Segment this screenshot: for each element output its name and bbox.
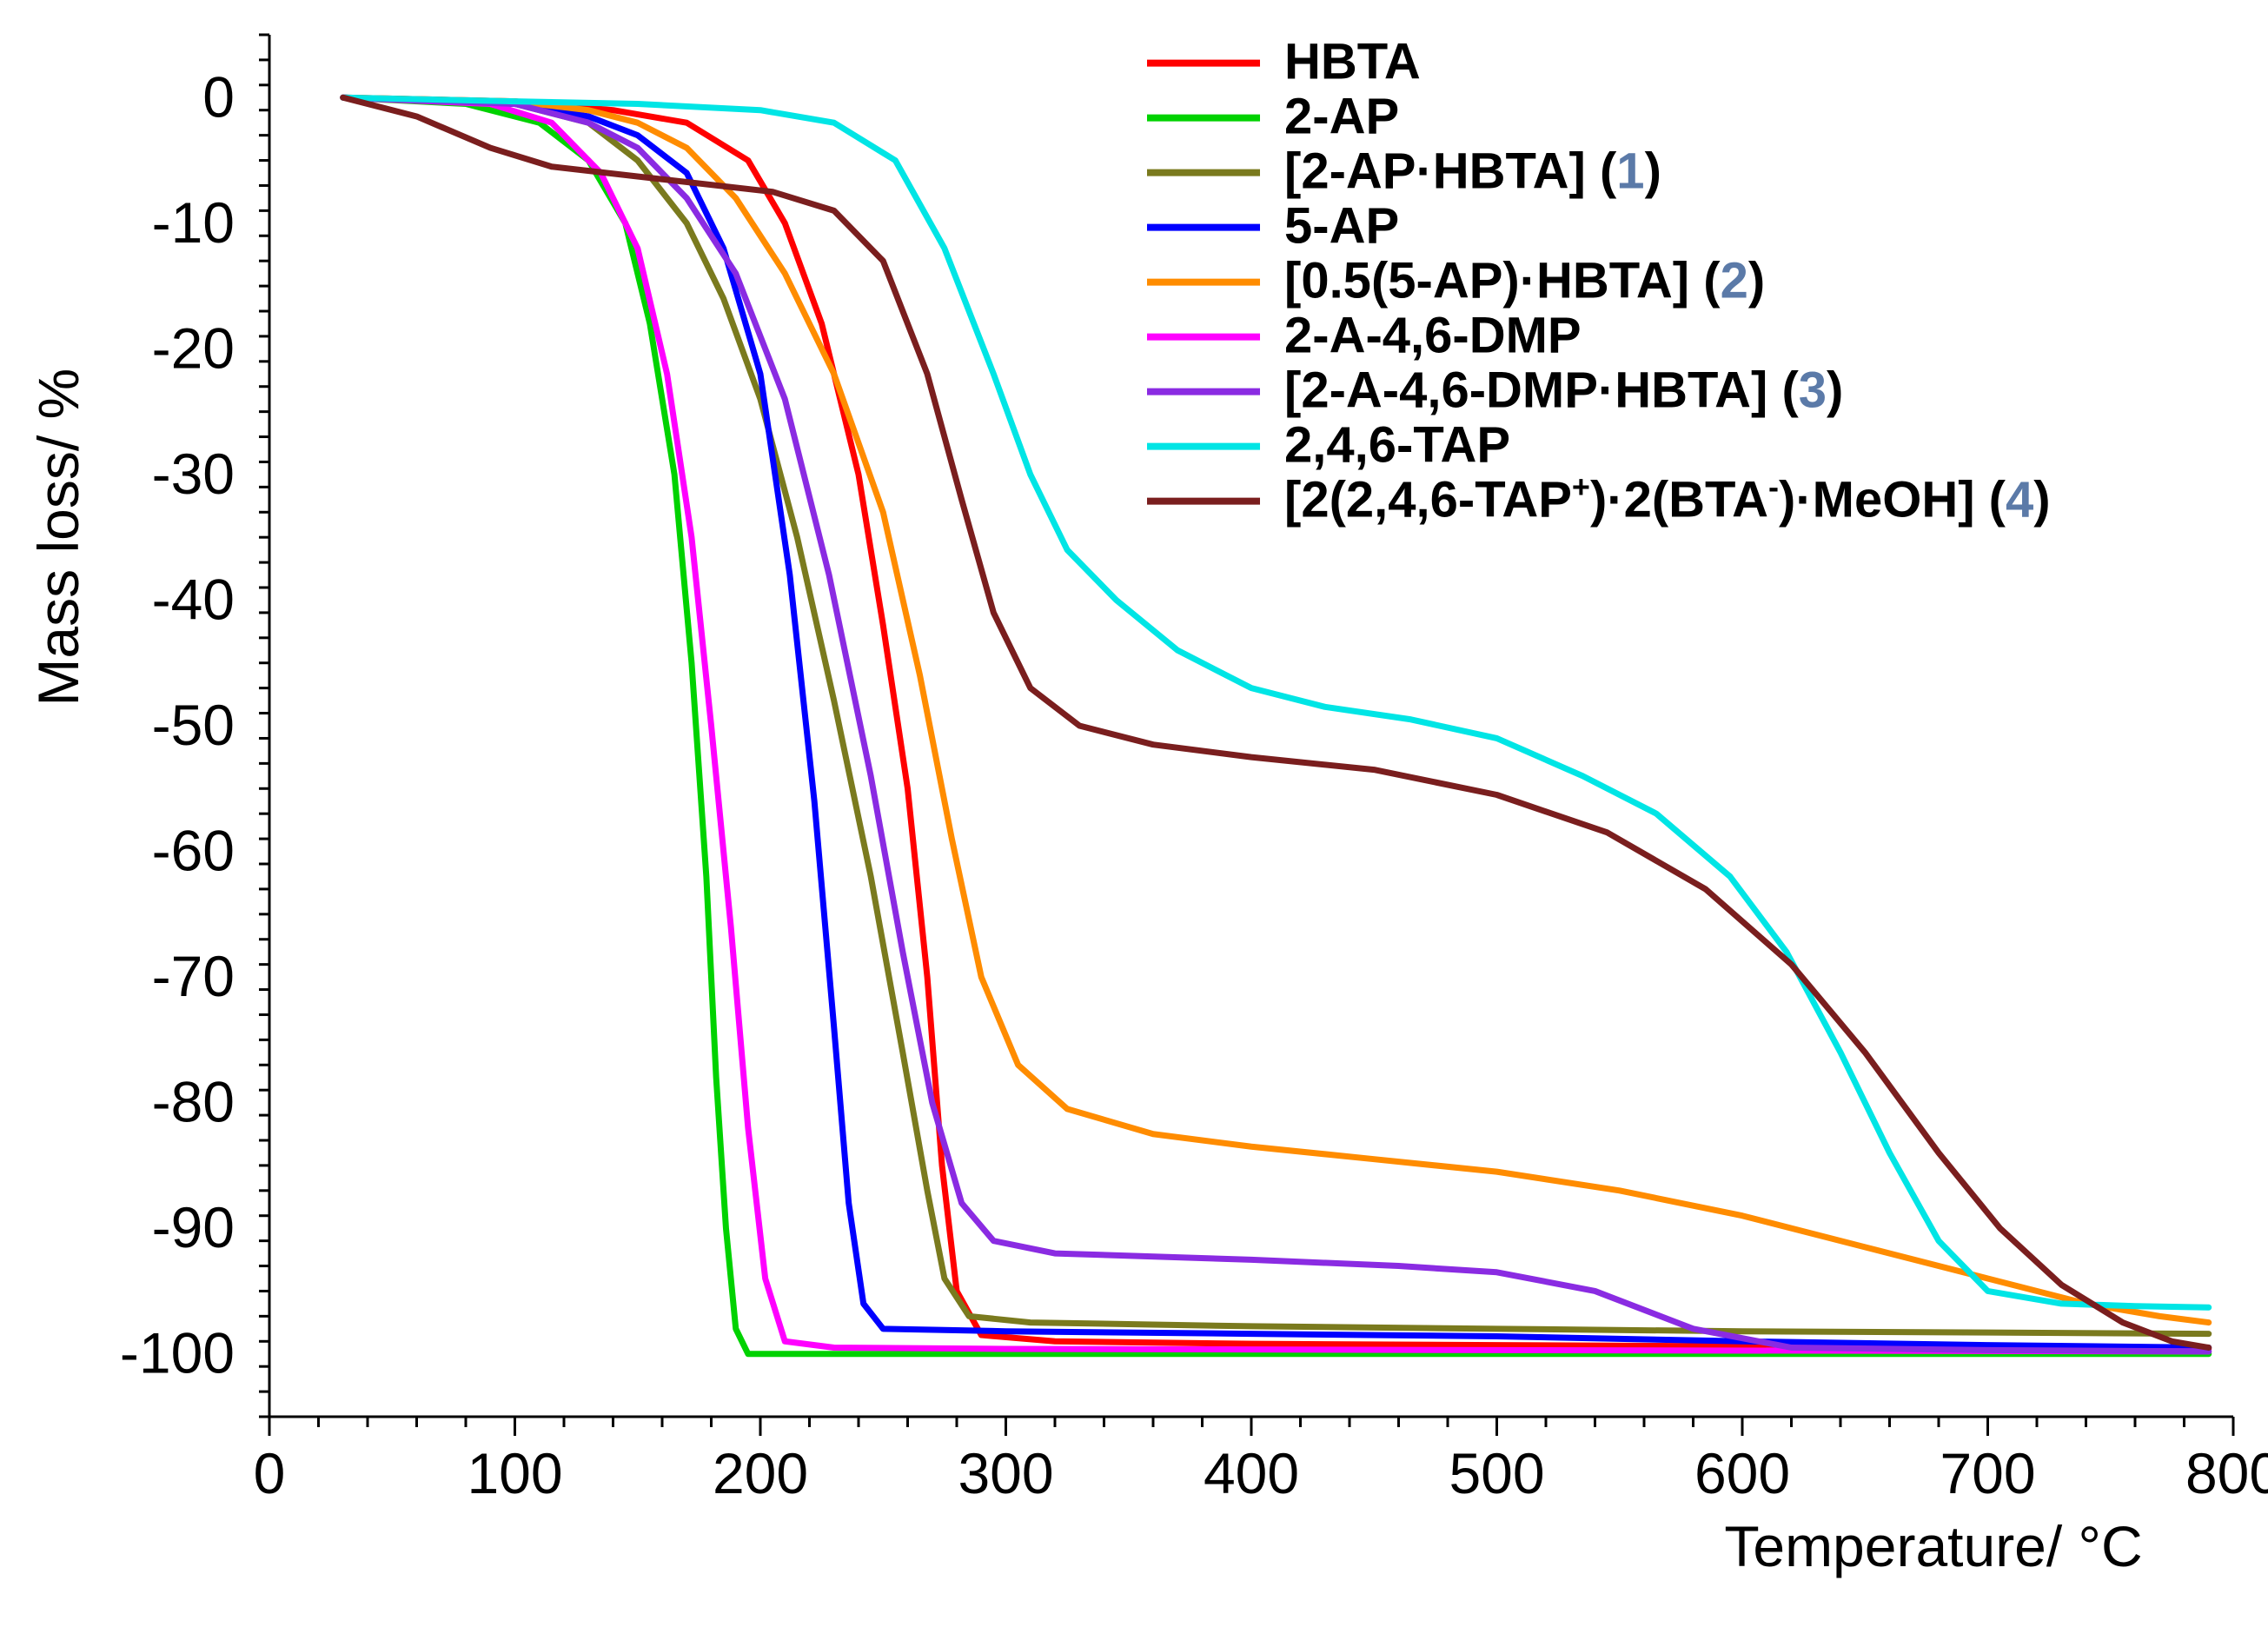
svg-text:-10: -10: [152, 190, 235, 255]
legend-label: 2,4,6-TAP: [1284, 417, 1510, 474]
svg-text:0: 0: [254, 1441, 286, 1505]
svg-text:-40: -40: [152, 567, 235, 631]
svg-text:Mass loss/ %: Mass loss/ %: [26, 369, 90, 707]
legend-label: [2-A-4,6-DMP·HBTA] (3): [1284, 362, 1843, 419]
tga-chart: 0 100 200 300 400 500 600 700 800 Temperature/ °C…: [0, 0, 2268, 1634]
series-2,4,6-TAP: [343, 97, 2209, 1307]
legend-label: 2-AP: [1284, 89, 1399, 145]
tga-chart-container: 0 100 200 300 400 500 600 700 800 Temperature/ °C…: [0, 0, 2268, 1634]
legend-label: [2-AP·HBTA] (1): [1284, 143, 1661, 200]
svg-text:-90: -90: [152, 1195, 235, 1259]
svg-text:700: 700: [1940, 1441, 2035, 1505]
svg-text:-50: -50: [152, 693, 235, 757]
svg-text:-60: -60: [152, 819, 235, 883]
svg-text:-20: -20: [152, 316, 235, 380]
svg-text:100: 100: [467, 1441, 562, 1505]
svg-text:200: 200: [713, 1441, 808, 1505]
svg-text:600: 600: [1694, 1441, 1790, 1505]
svg-text:Temperature/ °C: Temperature/ °C: [1724, 1514, 2142, 1578]
legend-label: 2-A-4,6-DMP: [1284, 308, 1582, 364]
legend-label: [2(2,4,6-TAP+)·2(BTA-)·MeOH] (4): [1284, 469, 2051, 528]
svg-text:800: 800: [2185, 1441, 2268, 1505]
legend-label: HBTA: [1284, 34, 1421, 90]
svg-text:0: 0: [202, 64, 235, 129]
svg-text:400: 400: [1204, 1441, 1299, 1505]
series-5-AP: [343, 97, 2209, 1347]
series-HBTA: [343, 97, 2209, 1349]
svg-text:300: 300: [958, 1441, 1053, 1505]
series-2-A-4,6-DMP: [343, 97, 2209, 1352]
svg-text:500: 500: [1449, 1441, 1544, 1505]
series-2(2,4,6-TAP+)·2(BTA-)·MeOH (4): [343, 97, 2209, 1347]
series-2-AP: [343, 97, 2209, 1353]
svg-text:-30: -30: [152, 442, 235, 506]
legend-label: 5-AP: [1284, 198, 1399, 255]
series-2-A-4,6-DMP·HBTA (3): [343, 97, 2209, 1352]
svg-text:-100: -100: [120, 1321, 235, 1385]
svg-text:-80: -80: [152, 1070, 235, 1134]
svg-text:-70: -70: [152, 944, 235, 1008]
legend-label: [0.5(5-AP)·HBTA] (2): [1284, 253, 1765, 309]
